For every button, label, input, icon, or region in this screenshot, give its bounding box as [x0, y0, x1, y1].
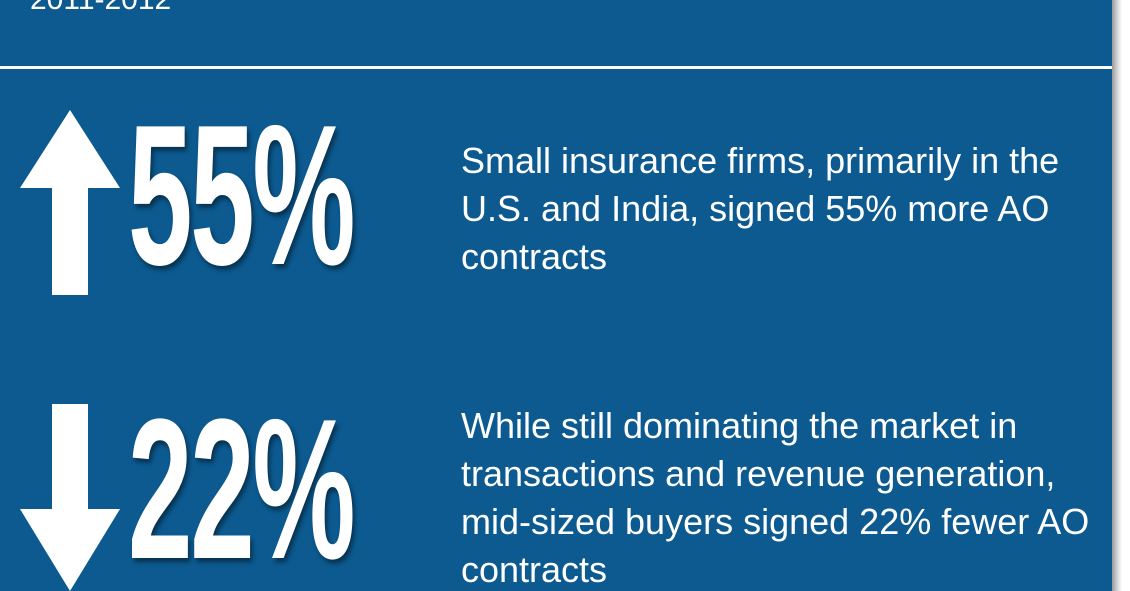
stat-description-increase: Small insurance firms, primarily in the … — [461, 140, 1060, 277]
period-heading: 2011-2012 — [30, 0, 171, 18]
stat-description-decrease: While still dominating the market in tra… — [461, 405, 1090, 590]
header-divider — [0, 66, 1112, 69]
stat-value-decrease: 22% — [128, 378, 356, 591]
stat-value-increase: 55% — [128, 84, 356, 307]
panel-shadow — [1112, 0, 1122, 591]
arrow-up-icon — [20, 110, 120, 295]
arrow-down-icon — [20, 404, 120, 591]
